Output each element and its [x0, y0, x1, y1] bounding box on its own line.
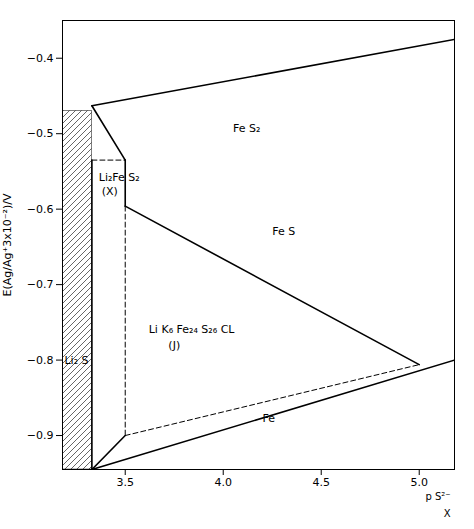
svg-text:−0.4: −0.4	[27, 52, 54, 65]
svg-text:Li₂ S: Li₂ S	[64, 354, 88, 367]
svg-text:3.5: 3.5	[116, 476, 134, 489]
svg-text:−0.7: −0.7	[27, 278, 54, 291]
svg-text:Li K₆ Fe₂₄ S₂₆ CL: Li K₆ Fe₂₄ S₂₆ CL	[149, 323, 236, 336]
svg-text:X: X	[444, 508, 451, 519]
svg-text:−0.8: −0.8	[27, 354, 54, 367]
svg-text:E(Ag/Ag⁺3x10⁻²)/V: E(Ag/Ag⁺3x10⁻²)/V	[1, 193, 14, 296]
svg-text:−0.6: −0.6	[27, 203, 54, 216]
svg-text:Fe S₂: Fe S₂	[233, 122, 260, 135]
svg-text:−0.9: −0.9	[27, 429, 54, 442]
svg-text:Fe: Fe	[262, 412, 275, 425]
svg-text:4.0: 4.0	[214, 476, 232, 489]
svg-text:Li₂Fe S₂: Li₂Fe S₂	[99, 171, 140, 184]
svg-text:−0.5: −0.5	[27, 127, 54, 140]
svg-text:(X): (X)	[102, 185, 118, 198]
svg-text:5.0: 5.0	[410, 476, 428, 489]
svg-text:Fe S: Fe S	[272, 225, 295, 238]
svg-text:4.5: 4.5	[312, 476, 330, 489]
svg-text:(J): (J)	[168, 339, 180, 352]
svg-text:p S²⁻: p S²⁻	[425, 491, 450, 502]
